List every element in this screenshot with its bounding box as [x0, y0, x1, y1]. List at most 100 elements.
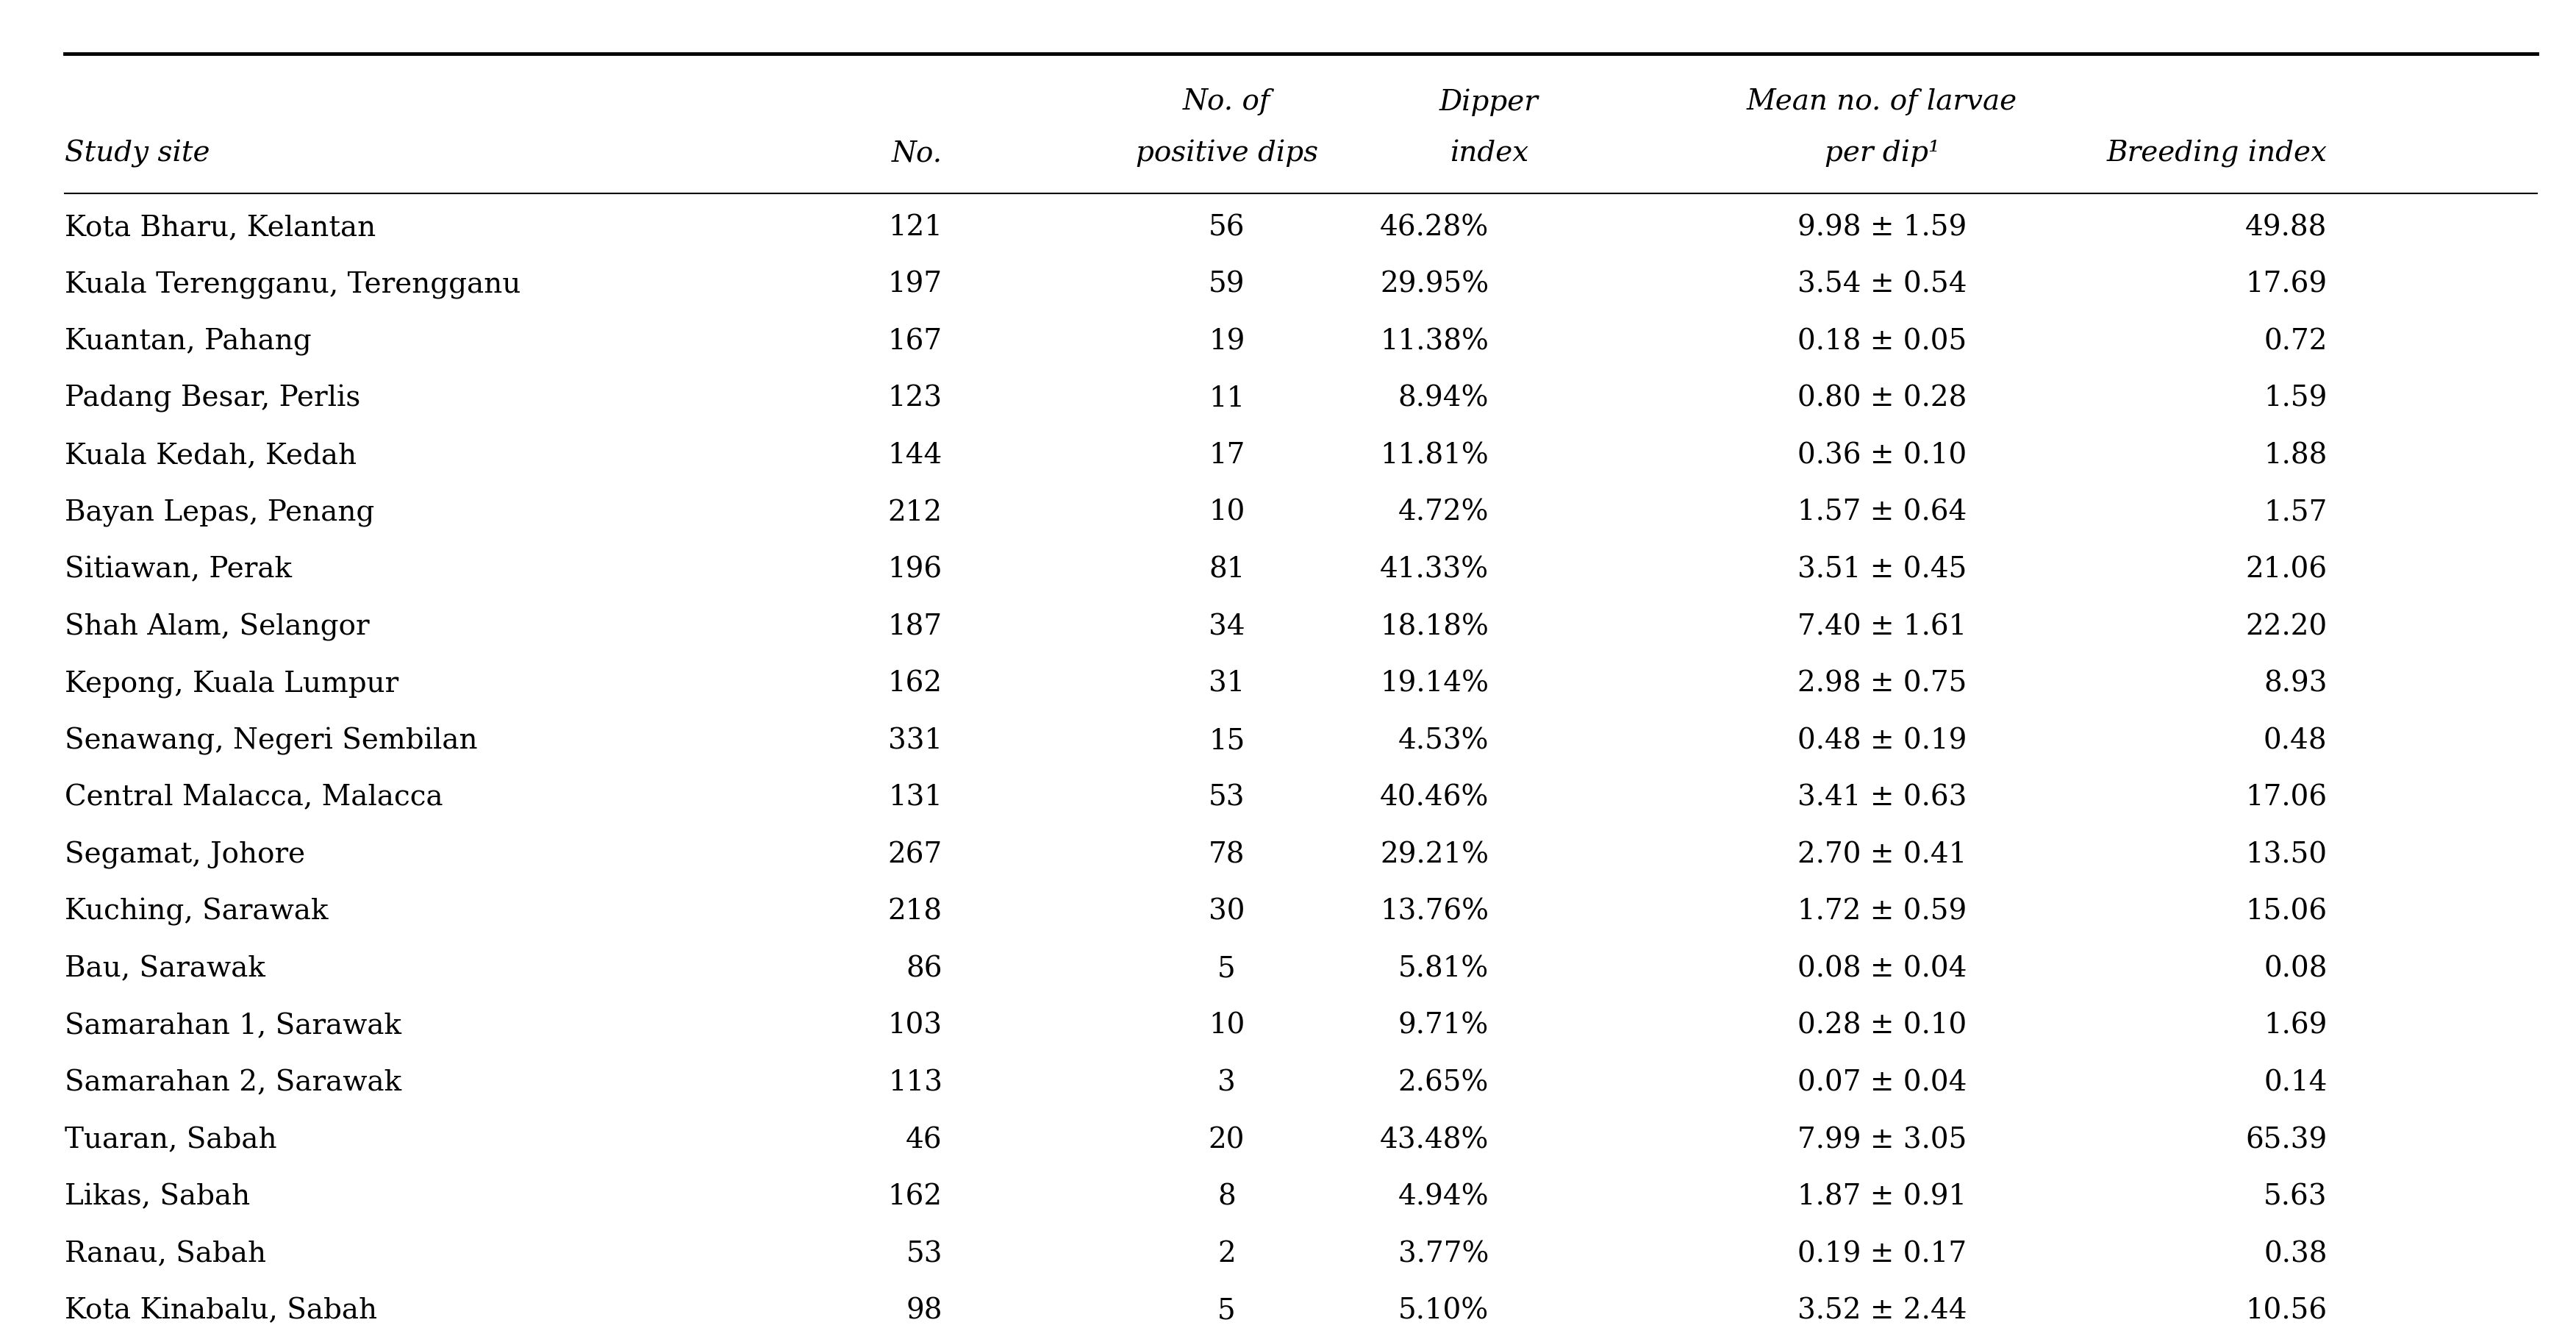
Text: 1.72 ± 0.59: 1.72 ± 0.59 — [1798, 898, 1965, 926]
Text: 5.63: 5.63 — [2264, 1184, 2326, 1210]
Text: Kuantan, Pahang: Kuantan, Pahang — [64, 327, 312, 356]
Text: 17.69: 17.69 — [2246, 271, 2326, 298]
Text: Likas, Sabah: Likas, Sabah — [64, 1184, 250, 1210]
Text: 196: 196 — [889, 556, 943, 584]
Text: 123: 123 — [889, 385, 943, 412]
Text: 78: 78 — [1208, 841, 1244, 868]
Text: Study site: Study site — [64, 140, 209, 168]
Text: 0.72: 0.72 — [2264, 327, 2326, 356]
Text: 3.52 ± 2.44: 3.52 ± 2.44 — [1798, 1298, 1968, 1325]
Text: 46.28%: 46.28% — [1381, 213, 1489, 242]
Text: 21.06: 21.06 — [2246, 556, 2326, 584]
Text: Segamat, Johore: Segamat, Johore — [64, 841, 304, 870]
Text: 5.81%: 5.81% — [1399, 956, 1489, 982]
Text: 30: 30 — [1208, 898, 1244, 926]
Text: 7.99 ± 3.05: 7.99 ± 3.05 — [1798, 1126, 1965, 1154]
Text: 86: 86 — [907, 956, 943, 982]
Text: 59: 59 — [1208, 271, 1244, 298]
Text: 1.57: 1.57 — [2264, 499, 2326, 526]
Text: 41.33%: 41.33% — [1381, 556, 1489, 584]
Text: 144: 144 — [889, 442, 943, 470]
Text: 2: 2 — [1218, 1240, 1236, 1268]
Text: 22.20: 22.20 — [2246, 613, 2326, 640]
Text: Kuala Kedah, Kedah: Kuala Kedah, Kedah — [64, 442, 355, 470]
Text: Bau, Sarawak: Bau, Sarawak — [64, 956, 265, 982]
Text: 5: 5 — [1218, 956, 1236, 982]
Text: 11.38%: 11.38% — [1381, 327, 1489, 356]
Text: 0.19 ± 0.17: 0.19 ± 0.17 — [1798, 1240, 1965, 1268]
Text: Breeding index: Breeding index — [2107, 140, 2326, 168]
Text: 13.76%: 13.76% — [1381, 898, 1489, 926]
Text: Kota Kinabalu, Sabah: Kota Kinabalu, Sabah — [64, 1298, 376, 1325]
Text: 43.48%: 43.48% — [1381, 1126, 1489, 1154]
Text: 7.40 ± 1.61: 7.40 ± 1.61 — [1798, 613, 1965, 640]
Text: 11.81%: 11.81% — [1381, 442, 1489, 470]
Text: 0.38: 0.38 — [2264, 1240, 2326, 1268]
Text: 0.36 ± 0.10: 0.36 ± 0.10 — [1798, 442, 1965, 470]
Text: Mean no. of larvae: Mean no. of larvae — [1747, 89, 2017, 115]
Text: 40.46%: 40.46% — [1381, 784, 1489, 812]
Text: Shah Alam, Selangor: Shah Alam, Selangor — [64, 613, 368, 641]
Text: 15.06: 15.06 — [2246, 898, 2326, 926]
Text: 8.94%: 8.94% — [1399, 385, 1489, 412]
Text: 2.65%: 2.65% — [1399, 1070, 1489, 1096]
Text: positive dips: positive dips — [1136, 140, 1319, 168]
Text: 19: 19 — [1208, 327, 1244, 356]
Text: 20: 20 — [1208, 1126, 1244, 1154]
Text: 121: 121 — [889, 213, 943, 242]
Text: Senawang, Negeri Sembilan: Senawang, Negeri Sembilan — [64, 727, 477, 756]
Text: 29.95%: 29.95% — [1381, 271, 1489, 298]
Text: 3.51 ± 0.45: 3.51 ± 0.45 — [1798, 556, 1965, 584]
Text: Sitiawan, Perak: Sitiawan, Perak — [64, 556, 291, 584]
Text: 162: 162 — [889, 1184, 943, 1210]
Text: 1.87 ± 0.91: 1.87 ± 0.91 — [1798, 1184, 1965, 1210]
Text: 331: 331 — [889, 727, 943, 754]
Text: 3.77%: 3.77% — [1399, 1240, 1489, 1268]
Text: 56: 56 — [1208, 213, 1244, 242]
Text: 2.98 ± 0.75: 2.98 ± 0.75 — [1798, 670, 1965, 698]
Text: 10: 10 — [1208, 1012, 1244, 1040]
Text: Padang Besar, Perlis: Padang Besar, Perlis — [64, 385, 361, 413]
Text: Samarahan 2, Sarawak: Samarahan 2, Sarawak — [64, 1070, 402, 1096]
Text: 0.48 ± 0.19: 0.48 ± 0.19 — [1798, 727, 1965, 754]
Text: 15: 15 — [1208, 727, 1244, 754]
Text: 131: 131 — [889, 784, 943, 812]
Text: index: index — [1450, 140, 1528, 168]
Text: No.: No. — [891, 140, 943, 168]
Text: 0.48: 0.48 — [2264, 727, 2326, 754]
Text: 46: 46 — [907, 1126, 943, 1154]
Text: 0.08 ± 0.04: 0.08 ± 0.04 — [1798, 956, 1965, 982]
Text: 11: 11 — [1208, 385, 1244, 412]
Text: 267: 267 — [889, 841, 943, 868]
Text: 103: 103 — [889, 1012, 943, 1040]
Text: 17: 17 — [1208, 442, 1244, 470]
Text: 3.54 ± 0.54: 3.54 ± 0.54 — [1798, 271, 1968, 298]
Text: Bayan Lepas, Penang: Bayan Lepas, Penang — [64, 499, 374, 526]
Text: Kuala Terengganu, Terengganu: Kuala Terengganu, Terengganu — [64, 271, 520, 298]
Text: 18.18%: 18.18% — [1381, 613, 1489, 640]
Text: 49.88: 49.88 — [2246, 213, 2326, 242]
Text: per dip¹: per dip¹ — [1824, 140, 1940, 168]
Text: 19.14%: 19.14% — [1381, 670, 1489, 698]
Text: Samarahan 1, Sarawak: Samarahan 1, Sarawak — [64, 1012, 402, 1040]
Text: 65.39: 65.39 — [2246, 1126, 2326, 1154]
Text: 0.07 ± 0.04: 0.07 ± 0.04 — [1798, 1070, 1965, 1096]
Text: 31: 31 — [1208, 670, 1244, 698]
Text: 218: 218 — [889, 898, 943, 926]
Text: 113: 113 — [889, 1070, 943, 1096]
Text: 5: 5 — [1218, 1298, 1236, 1325]
Text: 9.71%: 9.71% — [1399, 1012, 1489, 1040]
Text: 0.80 ± 0.28: 0.80 ± 0.28 — [1798, 385, 1965, 412]
Text: Kota Bharu, Kelantan: Kota Bharu, Kelantan — [64, 213, 376, 242]
Text: 13.50: 13.50 — [2246, 841, 2326, 868]
Text: 1.57 ± 0.64: 1.57 ± 0.64 — [1798, 499, 1965, 526]
Text: 2.70 ± 0.41: 2.70 ± 0.41 — [1798, 841, 1965, 868]
Text: 1.59: 1.59 — [2264, 385, 2326, 412]
Text: Kepong, Kuala Lumpur: Kepong, Kuala Lumpur — [64, 670, 399, 698]
Text: No. of: No. of — [1182, 89, 1270, 115]
Text: 10.56: 10.56 — [2246, 1298, 2326, 1325]
Text: 9.98 ± 1.59: 9.98 ± 1.59 — [1798, 213, 1965, 242]
Text: 81: 81 — [1208, 556, 1244, 584]
Text: Ranau, Sabah: Ranau, Sabah — [64, 1240, 265, 1268]
Text: 1.69: 1.69 — [2264, 1012, 2326, 1040]
